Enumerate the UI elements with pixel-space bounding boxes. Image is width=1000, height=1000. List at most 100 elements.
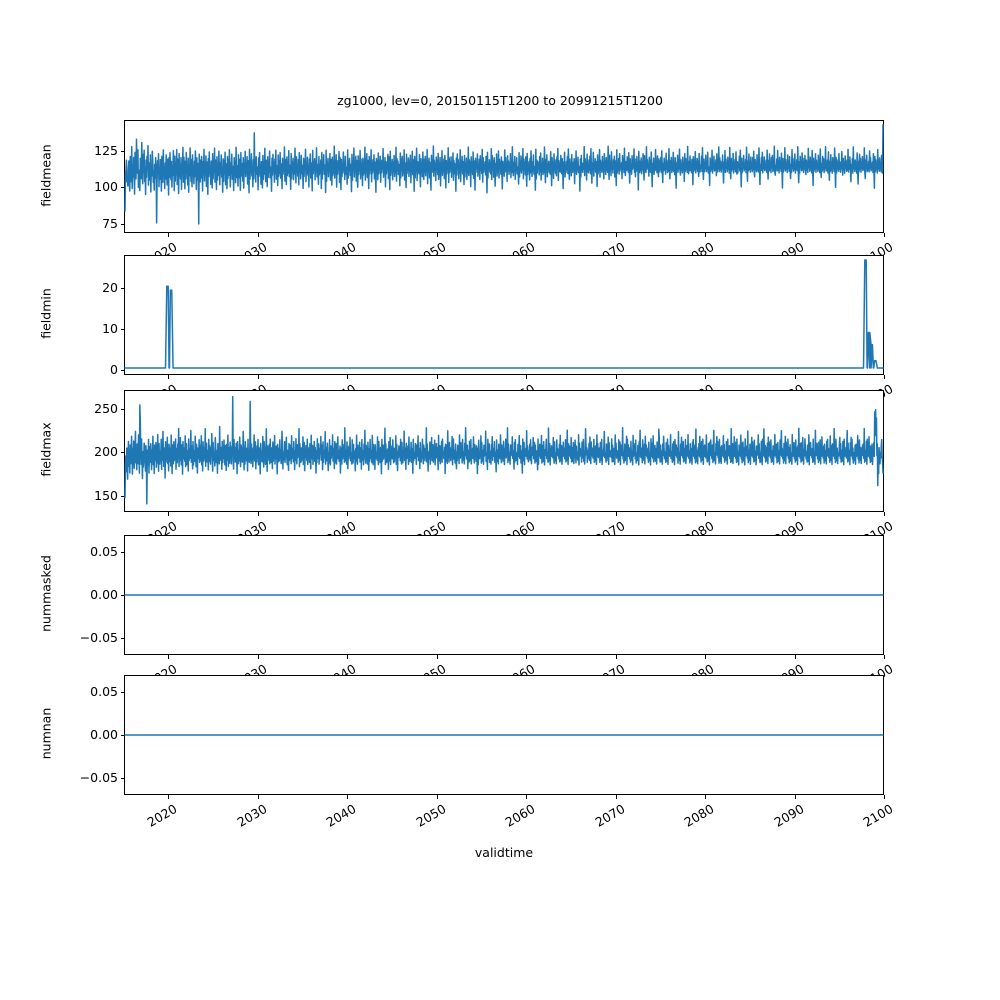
x-tick-mark	[257, 233, 259, 237]
x-tick-mark	[794, 233, 796, 237]
x-tick-mark	[257, 375, 259, 379]
subplot-numnan	[124, 675, 884, 795]
x-tick-mark	[615, 655, 617, 659]
y-tick-mark	[120, 495, 124, 497]
y-tick-label: 200	[94, 444, 118, 460]
x-tick-mark	[168, 655, 170, 659]
x-tick-mark	[794, 375, 796, 379]
x-tick-mark	[794, 512, 796, 516]
plot-line-numnan	[124, 734, 884, 736]
y-tick-mark	[120, 595, 124, 596]
y-tick-label: 250	[94, 401, 118, 417]
x-tick-mark	[257, 655, 259, 659]
y-tick-label: 0.05	[90, 544, 118, 560]
x-tick-mark	[168, 512, 170, 516]
y-tick-mark	[120, 369, 124, 371]
x-tick-label: 2020	[144, 801, 180, 830]
x-tick-mark	[257, 795, 259, 799]
x-tick-mark	[526, 512, 528, 516]
x-axis-label: validtime	[474, 845, 534, 860]
y-tick-mark	[120, 223, 124, 225]
y-tick-label: −0.05	[79, 769, 118, 785]
x-tick-mark	[705, 512, 707, 516]
subplot-fieldmax	[124, 390, 884, 512]
y-axis-label-fieldmax: fieldmax	[38, 422, 54, 477]
x-tick-mark	[615, 375, 617, 379]
x-tick-label: 2050	[413, 801, 449, 830]
y-tick-label: 75	[102, 215, 118, 231]
y-tick-mark	[120, 287, 124, 289]
y-tick-mark	[120, 552, 124, 554]
x-tick-mark	[884, 512, 886, 516]
x-tick-mark	[615, 233, 617, 237]
x-tick-label: 2090	[771, 801, 807, 830]
x-tick-mark	[794, 655, 796, 659]
y-tick-mark	[120, 150, 124, 152]
y-tick-mark	[120, 452, 124, 454]
x-tick-mark	[347, 375, 349, 379]
x-tick-mark	[347, 655, 349, 659]
subplot-fieldmin	[124, 255, 884, 375]
y-tick-label: 0.05	[90, 684, 118, 700]
x-tick-mark	[615, 512, 617, 516]
y-axis-label-nummasked: nummasked	[38, 555, 54, 632]
y-tick-mark	[120, 637, 124, 639]
x-tick-mark	[705, 233, 707, 237]
x-tick-mark	[347, 512, 349, 516]
x-tick-mark	[705, 795, 707, 799]
x-tick-mark	[884, 655, 886, 659]
x-tick-mark	[884, 795, 886, 799]
subplot-nummasked	[124, 535, 884, 655]
x-tick-label: 2100	[860, 801, 896, 830]
x-tick-label: 2080	[681, 801, 717, 830]
x-tick-mark	[436, 795, 438, 799]
x-tick-mark	[257, 512, 259, 516]
y-axis-label-numnan: numnan	[38, 707, 54, 760]
x-tick-mark	[526, 655, 528, 659]
x-tick-mark	[347, 233, 349, 237]
plot-line-fieldmean	[124, 124, 884, 225]
x-tick-label: 2040	[323, 801, 359, 830]
x-tick-mark	[436, 512, 438, 516]
y-tick-label: 125	[94, 142, 118, 158]
y-tick-mark	[120, 777, 124, 779]
x-tick-mark	[436, 233, 438, 237]
x-tick-mark	[526, 375, 528, 379]
y-tick-label: 20	[102, 279, 118, 295]
figure-title: zg1000, lev=0, 20150115T1200 to 20991215…	[337, 93, 663, 108]
y-axis-label-fieldmin: fieldmin	[38, 288, 54, 339]
x-tick-mark	[436, 655, 438, 659]
x-tick-mark	[526, 795, 528, 799]
x-tick-mark	[705, 375, 707, 379]
y-tick-mark	[120, 692, 124, 694]
x-tick-mark	[168, 233, 170, 237]
x-tick-mark	[794, 795, 796, 799]
plot-line-fieldmax	[124, 395, 884, 505]
x-tick-mark	[168, 375, 170, 379]
y-tick-label: 0.00	[90, 587, 118, 602]
x-tick-mark	[526, 233, 528, 237]
x-tick-mark	[705, 655, 707, 659]
x-tick-mark	[884, 375, 886, 379]
plot-line-nummasked	[124, 594, 884, 596]
x-tick-mark	[615, 795, 617, 799]
y-tick-label: 150	[94, 487, 118, 503]
x-tick-label: 2030	[234, 801, 270, 830]
subplot-fieldmean	[124, 120, 884, 233]
y-tick-mark	[120, 187, 124, 189]
plot-line-fieldmin	[124, 259, 884, 369]
y-tick-label: 10	[102, 320, 118, 336]
x-tick-label: 2070	[592, 801, 628, 830]
y-tick-mark	[120, 328, 124, 330]
x-tick-mark	[436, 375, 438, 379]
y-tick-label: −0.05	[79, 629, 118, 645]
y-tick-label: 100	[94, 179, 118, 195]
x-tick-mark	[884, 233, 886, 237]
y-tick-label: 0	[110, 361, 118, 377]
x-tick-mark	[168, 795, 170, 799]
y-tick-mark	[120, 735, 124, 736]
y-tick-mark	[120, 409, 124, 411]
y-tick-label: 0.00	[90, 727, 118, 742]
x-tick-label: 2060	[502, 801, 538, 830]
